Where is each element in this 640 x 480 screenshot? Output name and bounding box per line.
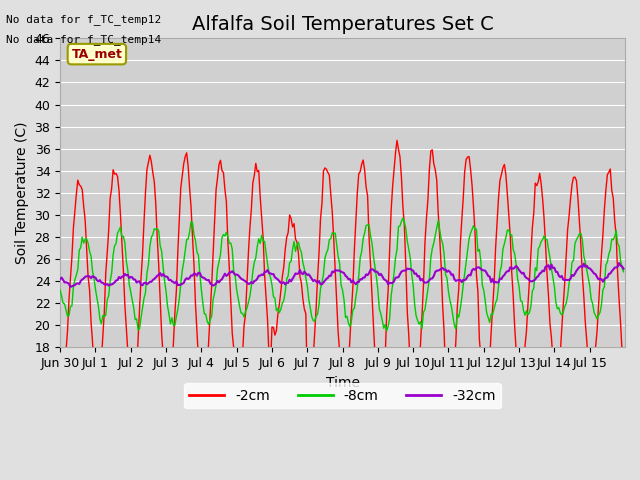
Text: No data for f_TC_temp12: No data for f_TC_temp12	[6, 14, 162, 25]
Text: No data for f_TC_temp14: No data for f_TC_temp14	[6, 34, 162, 45]
Text: TA_met: TA_met	[72, 48, 122, 60]
Title: Alfalfa Soil Temperatures Set C: Alfalfa Soil Temperatures Set C	[192, 15, 493, 34]
Legend: -2cm, -8cm, -32cm: -2cm, -8cm, -32cm	[184, 384, 501, 408]
X-axis label: Time: Time	[326, 376, 360, 390]
Y-axis label: Soil Temperature (C): Soil Temperature (C)	[15, 121, 29, 264]
